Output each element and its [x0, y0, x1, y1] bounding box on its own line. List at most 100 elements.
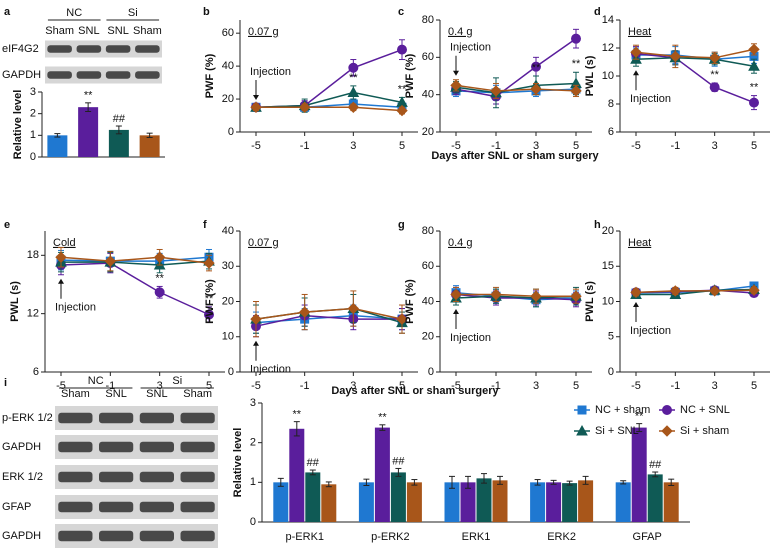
panel-letter: b: [203, 6, 210, 18]
y-tick-label: 0: [250, 516, 256, 528]
marker: [397, 44, 407, 55]
blot-band: [139, 412, 174, 424]
marker: [630, 46, 642, 58]
marker: [250, 101, 262, 114]
blot-band: [47, 71, 72, 79]
panel-letter: f: [203, 219, 207, 231]
x-tick-label: GFAP: [633, 531, 662, 543]
x-tick-label: -5: [451, 140, 461, 152]
blot-band: [58, 441, 93, 453]
blot-band: [180, 441, 215, 453]
series-line: [455, 38, 577, 98]
arrow-head: [453, 309, 459, 315]
blot-lane-label: Sham: [183, 388, 212, 400]
bar: [289, 428, 305, 522]
x-tick-label: p-ERK2: [371, 531, 410, 543]
bar: [321, 484, 337, 522]
marker: [347, 101, 360, 114]
significance: **: [750, 82, 759, 94]
marker: [669, 285, 682, 297]
marker: [55, 251, 67, 263]
blot-strip: [45, 40, 162, 58]
bar: [663, 482, 679, 522]
marker: [570, 85, 582, 97]
x-tick-label: -1: [491, 140, 501, 152]
annotation: Injection: [55, 302, 96, 314]
condition-label: 0.4 g: [448, 26, 472, 38]
x-tick-label: -5: [631, 140, 641, 152]
bar: [631, 427, 647, 522]
blot-band: [135, 45, 160, 53]
blot-group-label: Si: [172, 375, 182, 387]
series-line: [635, 289, 755, 294]
series-line: [60, 256, 210, 262]
blot-band: [99, 471, 134, 483]
marker: [576, 424, 588, 436]
y-tick-label: 12: [602, 42, 614, 54]
marker: [709, 82, 720, 93]
y-axis-label: PWL (s): [584, 281, 596, 322]
significance: **: [635, 411, 644, 423]
x-tick-label: -1: [300, 380, 310, 392]
y-tick-label: 2: [30, 108, 36, 120]
marker: [661, 425, 673, 437]
marker: [531, 61, 541, 72]
y-tick-label: 40: [222, 225, 234, 237]
blot-band: [58, 501, 93, 513]
blot-group-label: Si: [128, 7, 138, 19]
x-tick-label: 3: [712, 380, 718, 392]
x-tick-label: -5: [631, 380, 641, 392]
annotation: Injection: [630, 93, 671, 105]
marker: [748, 60, 760, 71]
blot-band: [99, 530, 134, 542]
blot-band: [135, 71, 160, 79]
series-line: [455, 82, 577, 94]
blot-band: [139, 471, 174, 483]
marker: [298, 306, 311, 318]
y-tick-label: 6: [33, 366, 39, 378]
x-tick-label: 5: [573, 140, 579, 152]
marker: [154, 287, 165, 298]
y-axis-label: PWF (%): [204, 53, 216, 98]
significance: ##: [113, 113, 126, 125]
y-tick-label: 20: [422, 126, 434, 138]
blot-row-label: p-ERK 1/2: [2, 412, 53, 424]
bar: [390, 472, 406, 522]
marker: [662, 405, 672, 415]
panel-letter: g: [398, 219, 405, 231]
blot-band: [99, 412, 134, 424]
y-tick-label: 1: [250, 476, 256, 488]
significance: **: [84, 90, 93, 102]
blot-lane-label: Sham: [61, 388, 90, 400]
marker: [153, 251, 166, 263]
annotation: Injection: [450, 42, 491, 54]
y-tick-label: 40: [222, 60, 234, 72]
legend-label: NC + SNL: [680, 404, 730, 416]
bar: [108, 129, 129, 157]
y-tick-label: 3: [30, 86, 36, 98]
bar: [578, 480, 594, 522]
marker: [298, 101, 311, 114]
y-axis-label: Relative level: [232, 428, 244, 498]
annotation: Injection: [250, 66, 291, 78]
blot-band: [180, 530, 215, 542]
y-tick-label: 8: [608, 98, 614, 110]
significance: ##: [307, 457, 320, 469]
bar: [647, 474, 663, 522]
blot-band: [58, 530, 93, 542]
x-tick-label: 5: [573, 380, 579, 392]
bar: [139, 135, 160, 157]
x-tick-label: 5: [399, 380, 405, 392]
y-tick-label: 40: [422, 89, 434, 101]
series-line: [60, 262, 210, 316]
bar: [615, 482, 631, 522]
y-tick-label: 20: [422, 331, 434, 343]
y-tick-label: 0: [30, 151, 36, 163]
marker: [749, 97, 759, 108]
condition-label: 0.07 g: [248, 237, 279, 249]
y-tick-label: 0: [228, 126, 234, 138]
blot-band: [99, 501, 134, 513]
x-tick-label: 5: [751, 140, 757, 152]
blot-group-label: NC: [88, 375, 104, 387]
